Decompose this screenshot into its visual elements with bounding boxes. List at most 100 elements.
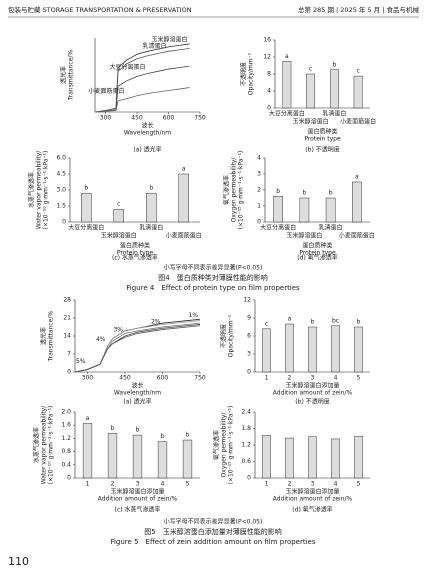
line-label: 大豆分离蛋白 (109, 63, 145, 71)
significance-letter: bc (332, 317, 339, 324)
y-tick-label: 6 (247, 333, 251, 340)
significance-letter: b (302, 190, 306, 197)
y-tick-label: 3.0 (56, 187, 66, 194)
x-tick-label: 750 (194, 375, 206, 382)
significance-letter: b (136, 427, 140, 434)
significance-letter: b (357, 319, 361, 326)
x-tick-label: 乳清蛋白 (319, 224, 343, 232)
y-tick-label: 0.4 (61, 461, 71, 468)
bar (299, 197, 310, 223)
x-axis-label: 蛋白质种类 (307, 128, 337, 136)
panel-caption: (b) 不透明度 (305, 146, 339, 154)
y-tick-label: 16 (263, 37, 271, 44)
line (94, 65, 190, 113)
y-axis-label: Transmittance/% (48, 311, 55, 363)
x-tick-label: 大豆分离蛋白 (260, 224, 296, 232)
y-axis-label: 不透明度 (220, 324, 228, 348)
bar (331, 438, 340, 479)
y-axis-label: 透光率 (60, 66, 68, 84)
y-axis-label: 氧气渗透率 (223, 175, 231, 205)
x-tick-label: 1 (86, 481, 90, 488)
y-axis-label: 不透明度 (240, 62, 248, 86)
y-axis-label: 水蒸气渗透率 (33, 427, 41, 463)
line (74, 320, 201, 373)
significance-letter: b (149, 185, 153, 192)
figure-note: 小写字母不同表示差异显著(P<0.05) (164, 264, 263, 272)
header-right: 总第 285 期 | 2025 年 5 月 | 食品与机械 (298, 5, 420, 14)
line-label: 玉米醇溶蛋白 (151, 35, 187, 43)
bar (352, 181, 362, 223)
x-axis-label: Addition amount of zein/% (273, 496, 353, 503)
y-tick-label: 3 (247, 351, 251, 358)
line-label: 5% (76, 358, 86, 365)
significance-letter: c (265, 320, 268, 327)
panel-caption: (d) 氧气渗透率 (292, 506, 332, 514)
y-axis-label: Opacity/mm⁻¹ (228, 314, 235, 357)
y-tick-label: 0 (247, 369, 251, 376)
header-left: 包装与贮藏 STORAGE TRANSPORTATION & PRESERVAT… (8, 5, 192, 14)
x-tick-label: 450 (119, 375, 131, 382)
significance-letter: b (161, 433, 165, 440)
bar (107, 433, 118, 479)
y-axis-label: (×10⁻¹⁵ g·mm⁻¹·s⁻¹·kPa⁻¹) (228, 406, 235, 485)
bar (285, 323, 294, 373)
y-tick-label: 1.5 (56, 203, 66, 210)
y-tick-label: 0 (247, 475, 251, 482)
x-axis-label: 波长 (131, 382, 143, 390)
y-tick-label: 0 (62, 219, 66, 226)
y-tick-label: 0 (257, 219, 261, 226)
y-tick-label: 0.6 (241, 458, 251, 465)
x-tick-label: 600 (163, 115, 175, 122)
significance-letter: b (332, 61, 336, 68)
y-tick-label: 12 (263, 54, 271, 61)
bar (132, 434, 143, 479)
bar (178, 173, 189, 223)
panel-caption: (a) 透光率 (123, 398, 151, 406)
x-tick-label: 300 (100, 115, 112, 122)
x-tick-label: 4 (334, 375, 338, 382)
significance-letter: b (329, 190, 333, 197)
y-tick-label: 1.2 (241, 442, 251, 449)
bar (262, 328, 271, 373)
y-axis-label: Water vapor permeability/ (41, 405, 48, 485)
x-axis-label: Wavelength/nm (124, 130, 171, 137)
x-tick-label: 玉米醇溶蛋白 (286, 232, 322, 240)
bar (331, 325, 340, 373)
y-axis-label: (×10⁻¹⁰ g·mm⁻¹·s⁻¹·kPa⁻¹) (48, 406, 55, 485)
bar (157, 441, 168, 479)
bar (81, 192, 92, 223)
x-tick-label: 5 (357, 375, 361, 382)
y-tick-label: 9 (247, 315, 251, 322)
x-tick-label: 3 (136, 481, 140, 488)
significance-letter: b (276, 188, 280, 195)
x-tick-label: 2 (111, 481, 115, 488)
y-tick-label: 1.2 (61, 435, 71, 442)
bar (325, 197, 336, 223)
figure-caption-en: Figure 4 Effect of protein type on film … (126, 284, 300, 292)
y-tick-label: 1.8 (241, 425, 251, 432)
x-tick-label: 3 (311, 375, 315, 382)
y-tick-label: 28 (63, 297, 71, 304)
bar (308, 326, 317, 373)
x-tick-label: 玉米醇溶蛋白 (101, 232, 137, 240)
line (74, 325, 201, 373)
x-tick-label: 2 (288, 481, 292, 488)
bar (262, 435, 271, 479)
x-tick-label: 1 (265, 481, 269, 488)
x-tick-label: 1 (265, 375, 269, 382)
y-axis-label: 氧气渗透率 (213, 430, 221, 460)
significance-letter: c (356, 68, 359, 75)
figure-caption-en: Figure 5 Effect of zein addition amount … (110, 538, 315, 546)
x-axis-label: 玉米醇溶蛋白添加量 (285, 488, 339, 496)
y-axis-label: (×10⁻¹⁵ g·mm⁻¹·s⁻¹·kPa⁻¹) (238, 151, 245, 230)
bar (306, 73, 316, 109)
x-axis-label: 玉米醇溶蛋白添加量 (285, 382, 339, 390)
line (94, 47, 190, 113)
x-tick-label: 3 (311, 481, 315, 488)
line (74, 318, 201, 373)
x-tick-label: 750 (194, 115, 206, 122)
y-tick-label: 1 (257, 203, 261, 210)
x-tick-label: 2 (288, 375, 292, 382)
y-axis-label: Oxygen permeability/ (231, 157, 238, 223)
x-axis-label: Protein type (117, 250, 154, 257)
